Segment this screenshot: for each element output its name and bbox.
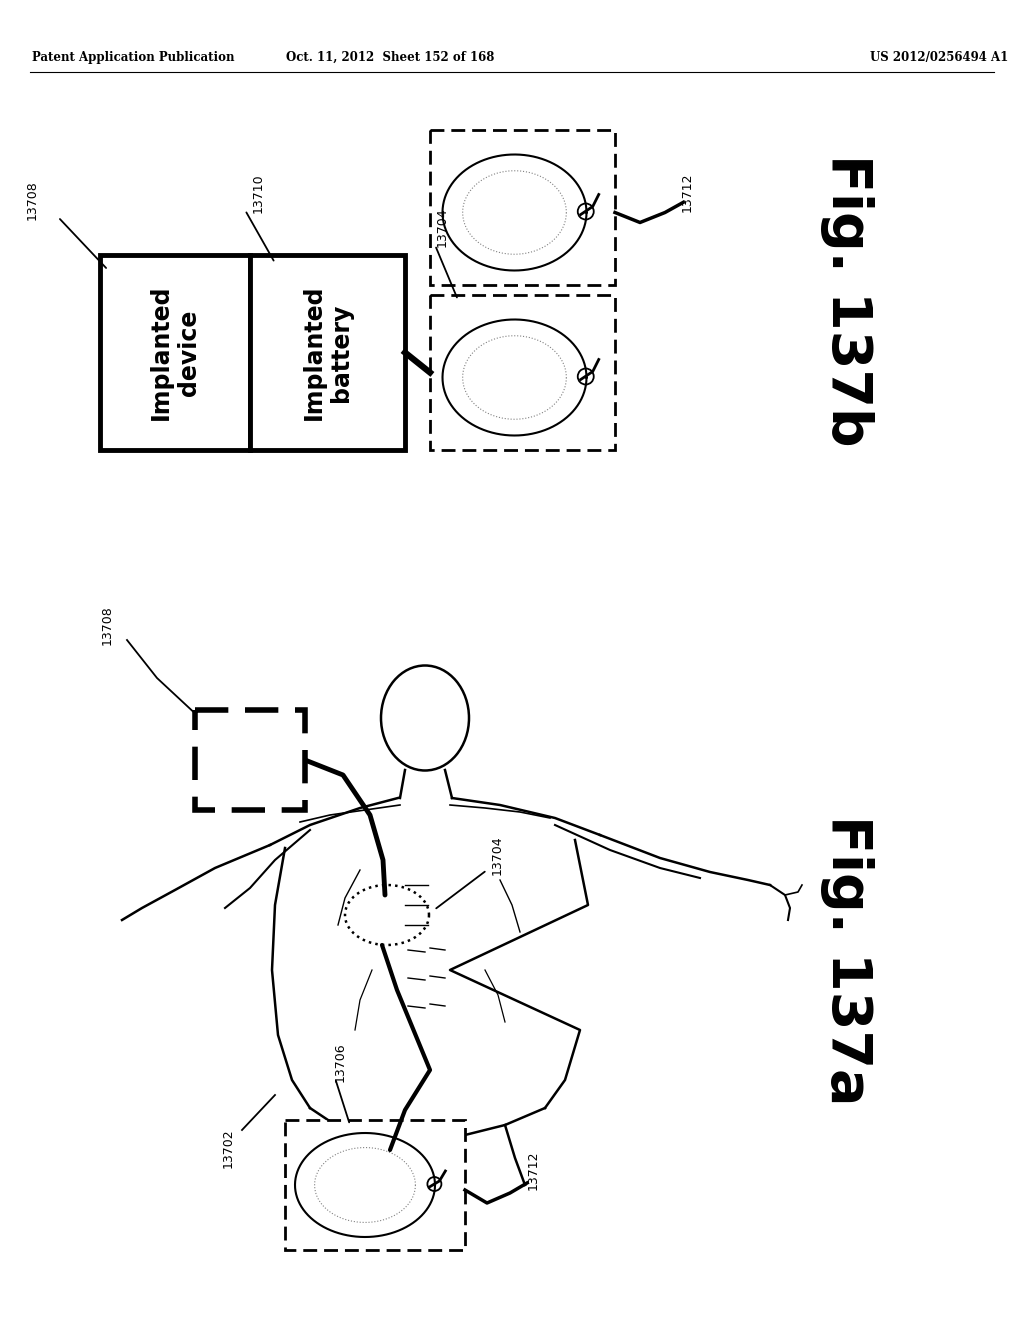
Bar — [430, 129, 615, 285]
Text: Fig. 137b: Fig. 137b — [820, 153, 874, 446]
Text: 13712: 13712 — [526, 1150, 540, 1189]
Text: 13708: 13708 — [26, 180, 39, 220]
Bar — [430, 294, 615, 450]
Bar — [285, 1119, 465, 1250]
Text: Fig. 137a: Fig. 137a — [820, 814, 874, 1105]
Text: 13712: 13712 — [681, 173, 693, 213]
Text: 13704: 13704 — [435, 207, 449, 247]
Text: 13710: 13710 — [252, 173, 264, 213]
Text: 13704: 13704 — [490, 836, 504, 875]
Text: 13706: 13706 — [334, 1043, 346, 1082]
Text: Oct. 11, 2012  Sheet 152 of 168: Oct. 11, 2012 Sheet 152 of 168 — [286, 50, 495, 63]
Text: 13708: 13708 — [100, 605, 114, 645]
Text: Implanted
device: Implanted device — [150, 285, 201, 420]
Bar — [250, 255, 406, 450]
Text: 13702: 13702 — [221, 1129, 234, 1168]
Text: Patent Application Publication: Patent Application Publication — [32, 50, 234, 63]
Bar — [100, 255, 250, 450]
Bar — [195, 710, 305, 810]
Text: US 2012/0256494 A1: US 2012/0256494 A1 — [870, 50, 1009, 63]
Text: Implanted
battery: Implanted battery — [302, 285, 353, 420]
